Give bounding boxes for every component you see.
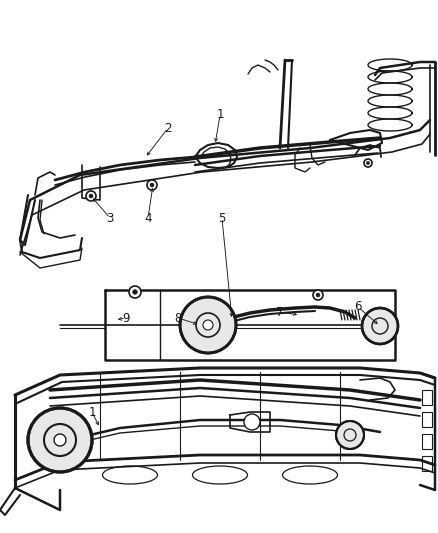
Circle shape — [180, 297, 236, 353]
Text: 7: 7 — [276, 305, 284, 319]
Circle shape — [364, 159, 372, 167]
Text: 5: 5 — [218, 212, 226, 224]
Text: 1: 1 — [216, 109, 224, 122]
Bar — [422, 390, 432, 405]
Text: 2: 2 — [164, 122, 172, 134]
Text: 4: 4 — [144, 212, 152, 224]
Circle shape — [244, 414, 260, 430]
Circle shape — [313, 290, 323, 300]
Circle shape — [336, 421, 364, 449]
Text: 6: 6 — [354, 301, 362, 313]
Circle shape — [129, 286, 141, 298]
Circle shape — [28, 408, 92, 472]
Circle shape — [316, 293, 320, 297]
Text: 8: 8 — [174, 311, 182, 325]
Text: 3: 3 — [106, 212, 114, 224]
Bar — [422, 456, 432, 471]
Circle shape — [362, 308, 398, 344]
Circle shape — [150, 183, 154, 187]
Circle shape — [89, 194, 93, 198]
Bar — [422, 412, 432, 427]
Circle shape — [133, 290, 137, 294]
Circle shape — [147, 180, 157, 190]
Text: 1: 1 — [88, 406, 96, 418]
Text: 9: 9 — [122, 311, 130, 325]
Bar — [422, 434, 432, 449]
Circle shape — [86, 191, 96, 201]
Circle shape — [54, 434, 66, 446]
Circle shape — [367, 161, 370, 165]
Circle shape — [203, 320, 213, 330]
